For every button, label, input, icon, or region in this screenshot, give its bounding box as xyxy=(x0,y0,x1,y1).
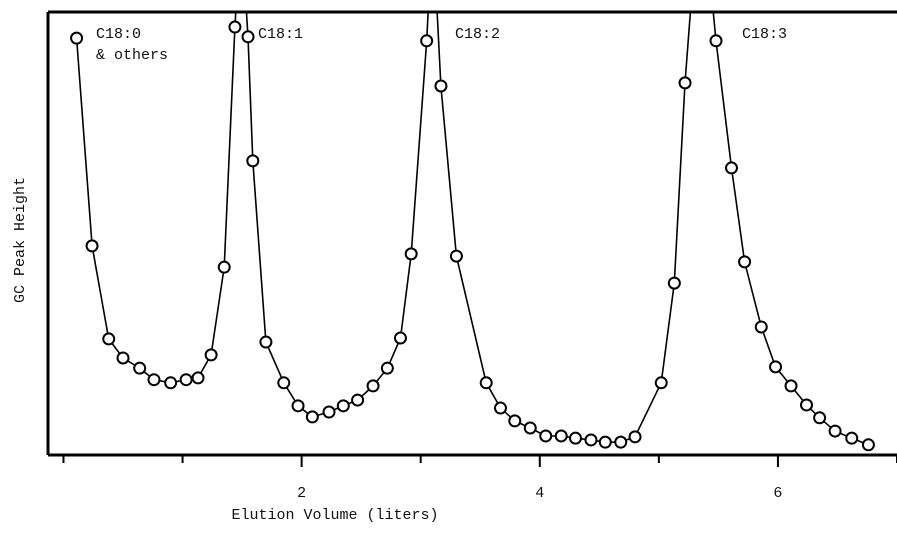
data-point xyxy=(678,76,692,90)
peak-annotation: C18:0 xyxy=(96,26,141,43)
data-point xyxy=(228,20,242,34)
data-point xyxy=(479,376,493,390)
data-point xyxy=(554,429,568,443)
data-point xyxy=(116,351,130,365)
data-point xyxy=(393,331,407,345)
data-point xyxy=(366,379,380,393)
peak-annotation: C18:1 xyxy=(258,26,303,43)
data-point xyxy=(598,435,612,449)
data-point xyxy=(508,414,522,428)
data-point xyxy=(754,320,768,334)
plot-area xyxy=(70,12,875,452)
data-point xyxy=(351,393,365,407)
data-point xyxy=(336,399,350,413)
data-point xyxy=(204,348,218,362)
x-tick-label: 2 xyxy=(297,485,306,502)
data-point xyxy=(523,421,537,435)
data-point xyxy=(800,398,814,412)
data-point xyxy=(102,332,116,346)
data-point xyxy=(828,424,842,438)
data-point xyxy=(568,431,582,445)
data-point xyxy=(85,239,99,253)
data-point xyxy=(217,260,231,274)
data-point xyxy=(845,431,859,445)
data-point xyxy=(291,399,305,413)
data-point xyxy=(277,376,291,390)
data-point xyxy=(322,405,336,419)
data-point xyxy=(709,34,723,48)
y-axis-label: GC Peak Height xyxy=(12,177,29,303)
data-point xyxy=(654,376,668,390)
data-point xyxy=(404,247,418,261)
data-point xyxy=(667,276,681,290)
data-point xyxy=(813,411,827,425)
x-tick-label: 6 xyxy=(773,485,782,502)
data-point xyxy=(380,361,394,375)
data-point xyxy=(241,30,255,44)
data-point xyxy=(420,34,434,48)
data-point xyxy=(539,429,553,443)
data-point xyxy=(147,373,161,387)
data-point xyxy=(861,438,875,452)
data-point xyxy=(259,335,273,349)
data-point xyxy=(784,379,798,393)
data-point xyxy=(70,31,84,45)
data-point xyxy=(191,371,205,385)
x-tick-label: 4 xyxy=(535,485,544,502)
data-point xyxy=(164,376,178,390)
data-point xyxy=(246,154,260,168)
data-point xyxy=(584,433,598,447)
peak-annotation: & others xyxy=(96,47,168,64)
data-point xyxy=(449,249,463,263)
data-point xyxy=(434,79,448,93)
data-point xyxy=(305,410,319,424)
peak-annotation: C18:3 xyxy=(742,26,787,43)
data-point xyxy=(493,401,507,415)
data-point xyxy=(133,361,147,375)
x-axis-label: Elution Volume (liters) xyxy=(231,507,438,524)
peak-annotation: C18:2 xyxy=(455,26,500,43)
data-point xyxy=(179,373,193,387)
data-point xyxy=(769,360,783,374)
data-point xyxy=(614,435,628,449)
data-point xyxy=(738,255,752,269)
data-point xyxy=(724,161,738,175)
data-point xyxy=(628,430,642,444)
data-line xyxy=(75,12,869,446)
